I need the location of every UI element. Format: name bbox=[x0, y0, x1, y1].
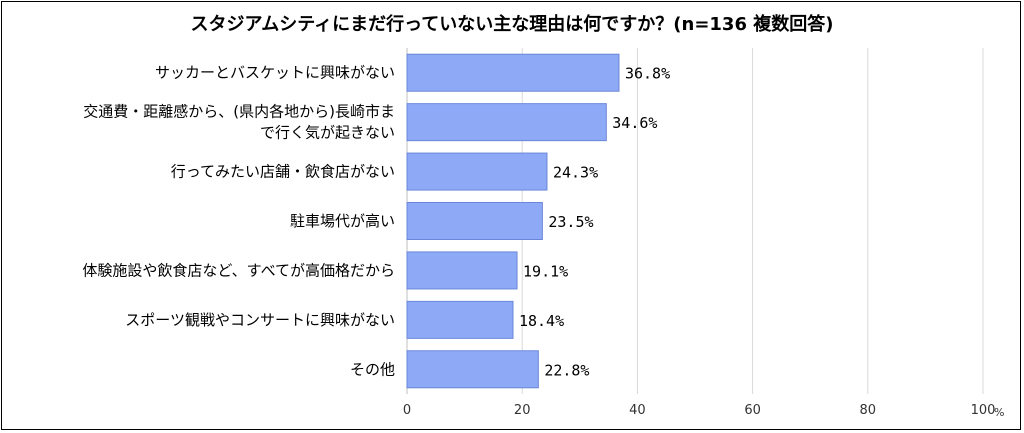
category-label-1: 交通費・距離感から、(県内各地から)長崎市まで行く気が起きない bbox=[83, 103, 395, 142]
x-tick-labels: 0 20 40 60 80 100% bbox=[403, 403, 1005, 419]
category-labels: サッカーとバスケットに興味がない交通費・距離感から、(県内各地から)長崎市まで行… bbox=[82, 64, 395, 379]
bar-1 bbox=[406, 103, 607, 142]
x-unit-label: % bbox=[994, 406, 1004, 419]
bar-6 bbox=[406, 350, 539, 389]
bar-5 bbox=[406, 300, 514, 339]
bar-2 bbox=[406, 152, 548, 191]
category-label-3: 駐車場代が高い bbox=[290, 212, 395, 230]
category-label-4: 体験施設や飲食店など、すべてが高価格だから bbox=[82, 261, 395, 279]
value-label-3: 23.5% bbox=[548, 213, 593, 231]
x-tick-80: 80 bbox=[860, 403, 877, 418]
bar-3 bbox=[406, 202, 543, 240]
value-label-0: 36.8% bbox=[625, 65, 670, 83]
category-label-6: その他 bbox=[350, 360, 395, 378]
x-tick-20: 20 bbox=[514, 403, 531, 418]
x-tick-100: 100 bbox=[971, 403, 996, 418]
category-label-5: スポーツ観戦やコンサートに興味がない bbox=[125, 311, 395, 329]
category-label-2: 行ってみたい店舗・飲食店がない bbox=[171, 163, 395, 181]
value-label-2: 24.3% bbox=[553, 164, 598, 182]
x-tick-60: 60 bbox=[744, 403, 761, 418]
chart-title: スタジアムシティにまだ行っていない主な理由は何ですか？(n=136 複数回答) bbox=[190, 14, 834, 35]
bars bbox=[406, 53, 620, 389]
x-tick-0: 0 bbox=[403, 403, 411, 418]
bar-4 bbox=[406, 251, 518, 290]
value-labels: 36.8% 34.6% 24.3% 23.5% 19.1% 18.4% 22.8% bbox=[519, 65, 670, 380]
value-label-1: 34.6% bbox=[612, 114, 657, 132]
category-label-0: サッカーとバスケットに興味がない bbox=[155, 64, 395, 82]
value-label-5: 18.4% bbox=[519, 312, 564, 330]
value-label-6: 22.8% bbox=[544, 361, 589, 379]
value-label-4: 19.1% bbox=[523, 262, 568, 280]
bar-0 bbox=[406, 53, 620, 92]
x-tick-40: 40 bbox=[629, 403, 646, 418]
